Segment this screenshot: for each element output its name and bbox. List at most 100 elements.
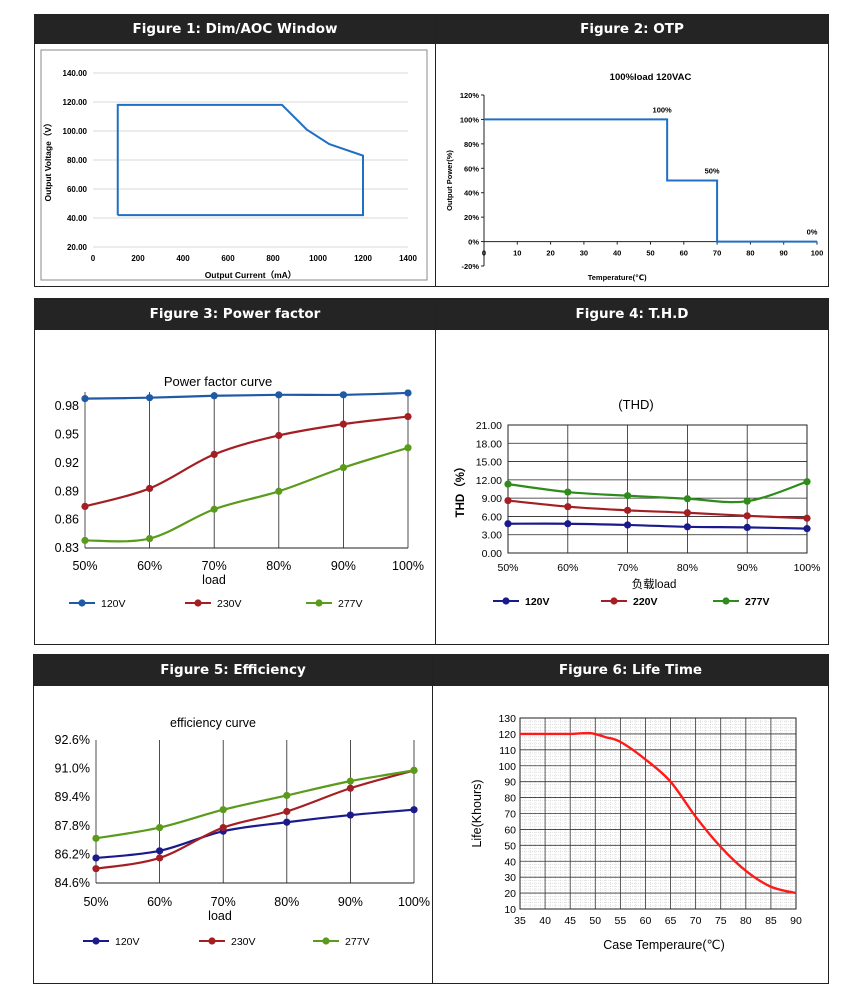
y-tick-label: 50 <box>504 840 516 852</box>
data-point-120V <box>92 854 100 862</box>
y-tick-label: 100.00 <box>63 127 88 136</box>
y-tick-label: 10 <box>504 904 516 916</box>
legend-marker-230V <box>208 937 216 945</box>
x-tick-label: 100% <box>794 562 821 574</box>
x-tick-label: 40 <box>539 915 551 927</box>
chart-area-border <box>40 49 428 281</box>
x-tick-label: 50 <box>646 249 654 258</box>
x-tick-label: 90% <box>737 562 758 574</box>
legend-label-120V: 120V <box>525 596 550 608</box>
x-tick-label: 70% <box>202 559 227 573</box>
x-tick-label: 80% <box>677 562 698 574</box>
data-point-230V <box>156 854 164 862</box>
series-line-120V <box>84 391 409 400</box>
data-point-120V <box>283 818 291 826</box>
data-point-277V <box>743 497 751 505</box>
x-tick-label: 800 <box>266 254 280 263</box>
y-tick-label: 0.98 <box>55 399 79 413</box>
data-point-120V <box>504 520 512 528</box>
otp-curve <box>484 118 817 243</box>
y-tick-label: 60% <box>464 164 479 173</box>
data-point-230V <box>146 484 154 493</box>
x-tick-label: 10 <box>513 249 521 258</box>
y-tick-label: 110 <box>499 745 516 757</box>
figure-6-header: Figure 6: Life Time <box>433 655 828 686</box>
y-tick-label: 0.89 <box>55 484 79 498</box>
y-tick-label: 80.00 <box>67 156 88 165</box>
series-line-230V <box>95 769 415 870</box>
figure-1-panel: Figure 1: Dim/AOC Window 20.00 40.00 60.00… <box>34 14 436 287</box>
data-point-220V <box>683 509 691 517</box>
data-point-120V <box>346 811 354 819</box>
figure-3-chart: Power factor curve 0.83 0.86 0.89 0.92 0.95 0.… <box>55 374 424 610</box>
x-tick-label: 50 <box>589 915 601 927</box>
legend-marker-120V <box>92 937 100 945</box>
legend-label-277V: 277V <box>338 598 363 610</box>
figure-1-chart: 20.00 40.00 60.00 80.00 100.00 120.00 140.00 0 2… <box>40 49 428 281</box>
x-tick-label: 80 <box>740 915 752 927</box>
data-point-277V <box>146 534 154 543</box>
figure-3-panel: Figure 3: Power factor Power factor curv… <box>34 298 436 645</box>
y-axis-label: THD（%） <box>453 461 467 518</box>
data-point-277V <box>219 806 227 814</box>
x-tick-label: 1200 <box>354 254 372 263</box>
figure-2-panel: Figure 2: OTP 100%load 120VAC -20% 0% 20% 40… <box>435 14 829 287</box>
figure-5-panel: Figure 5: Efficiency efficiency curve 84.… <box>33 654 433 984</box>
y-tick-label: 20% <box>464 213 479 222</box>
y-tick-label: 9.00 <box>482 493 503 505</box>
y-tick-label: 100% <box>460 115 480 124</box>
y-tick-label: 84.6% <box>55 876 90 890</box>
y-tick-label: 6.00 <box>482 511 503 523</box>
data-point-120V <box>81 395 89 403</box>
y-tick-label: 0.92 <box>55 456 79 470</box>
legend-label-230V: 230V <box>217 598 242 610</box>
x-tick-label: 50% <box>72 559 97 573</box>
y-tick-label: 120.00 <box>63 98 88 107</box>
data-point-277V <box>156 823 164 832</box>
point-annotation: 0% <box>807 228 818 237</box>
x-axis-label: load <box>202 573 226 587</box>
data-point-120V <box>275 391 283 399</box>
figure-4-header: Figure 4: T.H.D <box>436 299 828 330</box>
data-point-120V <box>410 806 418 814</box>
y-tick-label: 0.83 <box>55 541 79 555</box>
point-annotation: 100% <box>653 105 673 114</box>
x-axis-label: 负载load <box>632 577 677 591</box>
legend-marker-120V <box>78 599 86 607</box>
data-point-120V <box>624 521 632 529</box>
figure-1-header: Figure 1: Dim/AOC Window <box>35 15 435 44</box>
legend-label-120V: 120V <box>101 598 126 610</box>
x-tick-label: 75 <box>715 915 727 927</box>
y-tick-label: 15.00 <box>476 457 502 469</box>
y-tick-label: 20 <box>504 888 516 900</box>
legend-label-277V: 277V <box>345 936 370 948</box>
chart-title: (THD) <box>618 397 653 412</box>
y-axis-label: Output Power(%) <box>445 150 454 211</box>
data-point-230V <box>404 412 412 421</box>
data-point-220V <box>743 512 751 520</box>
y-tick-label: 40 <box>504 856 516 868</box>
point-annotation: 50% <box>705 167 720 176</box>
x-tick-label: 45 <box>564 915 576 927</box>
x-tick-label: 35 <box>514 915 526 927</box>
y-tick-label: 87.8% <box>55 819 90 833</box>
y-tick-label: 30 <box>504 872 516 884</box>
x-tick-label: 80% <box>274 895 299 909</box>
legend-label-220V: 220V <box>633 596 658 608</box>
y-tick-label: 3.00 <box>482 530 503 542</box>
figure-5-header: Figure 5: Efficiency <box>34 655 432 686</box>
data-point-277V <box>283 791 291 800</box>
figure-6-chart: 35 40 45 50 55 60 65 70 75 80 85 90 10 20 30 40 50 60 70 80… <box>470 713 802 952</box>
x-tick-label: 100% <box>392 559 424 573</box>
y-tick-label: 18.00 <box>476 438 502 450</box>
figure-3-header: Figure 3: Power factor <box>35 299 435 330</box>
x-tick-label: 60 <box>680 249 688 258</box>
figure-4-panel: Figure 4: T.H.D (THD) 0.00 3.00 6.00 9.00 12.… <box>435 298 829 645</box>
window-outline <box>116 103 364 217</box>
x-tick-label: 65 <box>665 915 677 927</box>
y-tick-label: 12.00 <box>476 475 502 487</box>
data-point-120V <box>156 847 164 855</box>
data-point-220V <box>504 496 512 505</box>
x-tick-label: 90 <box>790 915 802 927</box>
series-line-277V <box>84 446 409 543</box>
